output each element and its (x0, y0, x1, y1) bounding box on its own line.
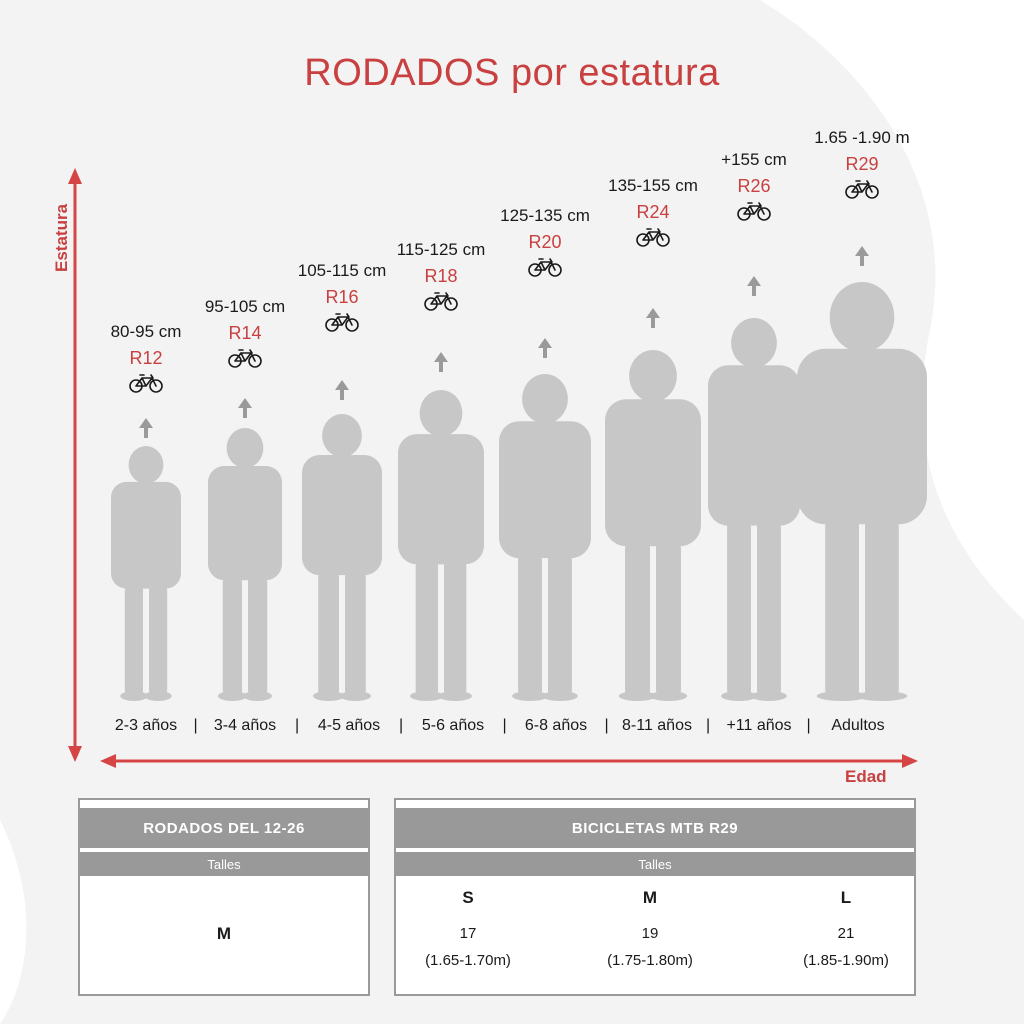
height-range: 1.65 -1.90 m (814, 128, 910, 147)
mtb-size-frame: 17 (459, 925, 477, 942)
height-range: 115-125 cm (396, 240, 486, 259)
mtb-size-frame: 21 (837, 925, 855, 942)
x-axis-arrow (100, 754, 918, 768)
age-separator: | (295, 717, 300, 734)
person-silhouette (302, 414, 382, 701)
age-separator: | (604, 717, 609, 734)
bicycle-icon (845, 180, 879, 199)
size-column: 1.65 -1.90 m R29 (787, 128, 937, 199)
person-silhouette (398, 390, 484, 701)
wheel-size: R12 (129, 348, 163, 368)
mtb-size-letter: S (462, 888, 474, 907)
up-arrow-icon (238, 398, 252, 418)
size-column: 80-95 cm R12 (71, 322, 221, 393)
person-silhouette (708, 318, 800, 701)
age-separator: | (806, 717, 811, 734)
bicycle-icon (129, 374, 163, 393)
wheel-size: R20 (528, 232, 562, 252)
size-column: 95-105 cm R14 (170, 297, 320, 368)
age-separator: | (502, 717, 507, 734)
table-mtb-subtitle: Talles (396, 852, 914, 876)
page-title: RODADOS por estatura (304, 52, 720, 94)
person-silhouette (797, 282, 927, 701)
wheel-size: R16 (325, 287, 359, 307)
age-range: 5-6 años (421, 717, 485, 734)
age-separator: | (399, 717, 404, 734)
table-rodados-subtitle: Talles (80, 852, 368, 876)
size-column: +155 cm R26 (679, 150, 829, 221)
table-rodados: RODADOS DEL 12-26 Talles M (78, 798, 370, 996)
wheel-size: R24 (636, 202, 670, 222)
up-arrow-icon (335, 380, 349, 400)
up-arrow-icon (139, 418, 153, 438)
bicycle-icon (228, 349, 262, 368)
x-axis-label: Edad (845, 767, 887, 786)
wheel-size: R29 (845, 154, 879, 174)
bicycle-icon (737, 202, 771, 221)
bicycle-icon (424, 292, 458, 311)
bicycle-icon (528, 258, 562, 277)
age-separator: | (193, 717, 198, 734)
up-arrow-icon (747, 276, 761, 296)
mtb-size-letter: M (642, 888, 658, 907)
age-range: Adultos (831, 717, 885, 734)
age-range: +11 años (726, 717, 792, 734)
size-column: 135-155 cm R24 (578, 176, 728, 247)
mtb-size-range: (1.85-1.90m) (803, 952, 889, 969)
height-range: 105-115 cm (297, 261, 387, 280)
age-range: 4-5 años (317, 717, 381, 734)
up-arrow-icon (434, 352, 448, 372)
age-range: 2-3 años (114, 717, 178, 734)
wheel-size: R14 (228, 323, 262, 343)
bicycle-icon (325, 313, 359, 332)
wheel-size: R18 (424, 266, 458, 286)
height-range: 80-95 cm (110, 322, 182, 341)
table-rodados-size: M (216, 924, 232, 943)
up-arrow-icon (855, 246, 869, 266)
height-range: 95-105 cm (204, 297, 286, 316)
table-mtb-title: BICICLETAS MTB R29 (396, 808, 914, 848)
table-rodados-title: RODADOS DEL 12-26 (80, 808, 368, 848)
bicycle-icon (636, 228, 670, 247)
person-silhouette (499, 374, 591, 701)
height-range: 125-135 cm (500, 206, 590, 225)
person-silhouette (208, 428, 282, 701)
person-silhouette (605, 350, 701, 701)
age-range: 8-11 años (622, 717, 692, 734)
mtb-size-range: (1.65-1.70m) (425, 952, 511, 969)
table-mtb: BICICLETAS MTB R29 Talles S 17 (1.65-1.7… (394, 798, 916, 996)
age-separator: | (706, 717, 711, 734)
up-arrow-icon (538, 338, 552, 358)
y-axis-arrow (68, 168, 82, 762)
wheel-size: R26 (737, 176, 771, 196)
person-silhouette (111, 446, 181, 701)
mtb-size-range: (1.75-1.80m) (607, 952, 693, 969)
age-range: 3-4 años (213, 717, 277, 734)
mtb-size-frame: 19 (641, 925, 659, 942)
size-column: 105-115 cm R16 (267, 261, 417, 332)
height-range: +155 cm (721, 150, 787, 169)
size-column: 125-135 cm R20 (470, 206, 620, 277)
size-column: 115-125 cm R18 (366, 240, 516, 311)
height-range: 135-155 cm (608, 176, 698, 195)
up-arrow-icon (646, 308, 660, 328)
mtb-size-letter: L (840, 888, 852, 907)
age-range: 6-8 años (524, 717, 588, 734)
